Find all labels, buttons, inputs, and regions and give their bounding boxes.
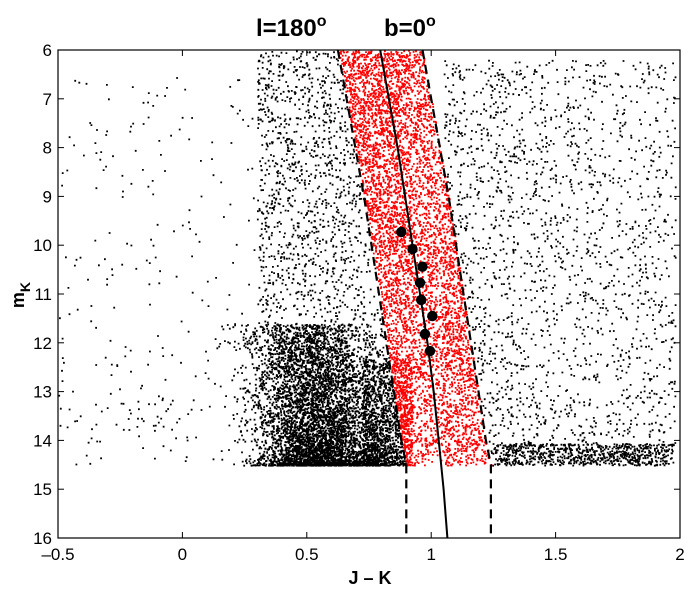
x-axis-label: J – K: [348, 568, 391, 588]
y-tick-label-0: 6: [43, 41, 52, 60]
selected-stars: [338, 50, 493, 467]
x-tick-label-5: 2: [675, 545, 684, 564]
y-tick-label-10: 16: [33, 529, 52, 548]
x-tick-label-3: 1: [426, 545, 435, 564]
binned-mean-point-0: [396, 226, 407, 238]
y-tick-label-4: 10: [33, 236, 52, 255]
y-tick-label-7: 13: [33, 383, 52, 402]
binned-mean-point-2: [417, 261, 428, 272]
y-axis-label: mK: [8, 282, 33, 308]
binned-mean-point-7: [424, 345, 436, 357]
binned-mean-point-6: [419, 328, 431, 340]
left-boundary-curve: [336, 50, 408, 538]
chart-title-l-sup: o: [317, 13, 327, 30]
plot-area: [58, 50, 677, 538]
plot-clip-group: [58, 50, 677, 538]
y-tick-label-2: 8: [43, 139, 52, 158]
binned-mean-point-1: [407, 243, 418, 255]
chart-title-b: b=0o: [384, 13, 436, 42]
y-tick-label-9: 15: [33, 480, 52, 499]
x-tick-label-0: –0.5: [41, 545, 74, 564]
binned-mean-point-5: [427, 310, 438, 322]
y-axis-label-sub: K: [17, 282, 33, 292]
binned-mean-point-3: [414, 277, 426, 288]
y-tick-label-1: 7: [43, 90, 52, 109]
y-tick-label-6: 12: [33, 334, 52, 353]
x-tick-label-2: 0.5: [295, 545, 319, 564]
chart-title-l: l=180o: [256, 13, 327, 42]
y-tick-label-5: 11: [34, 285, 52, 304]
x-axis-ticks: –0.5 0 0.5 1 1.5 2: [41, 50, 685, 564]
chart-title-b-sup: o: [426, 13, 436, 30]
right-boundary-curve: [421, 50, 492, 538]
y-tick-label-3: 9: [43, 187, 52, 206]
y-axis-ticks: 6 7 8 9 10 11 12 13 14 15 16: [33, 41, 680, 548]
y-tick-label-8: 14: [33, 431, 52, 450]
x-tick-label-4: 1.5: [544, 545, 568, 564]
center-curve: [379, 50, 449, 538]
binned-mean-point-4: [416, 294, 427, 306]
x-tick-label-1: 0: [178, 545, 187, 564]
